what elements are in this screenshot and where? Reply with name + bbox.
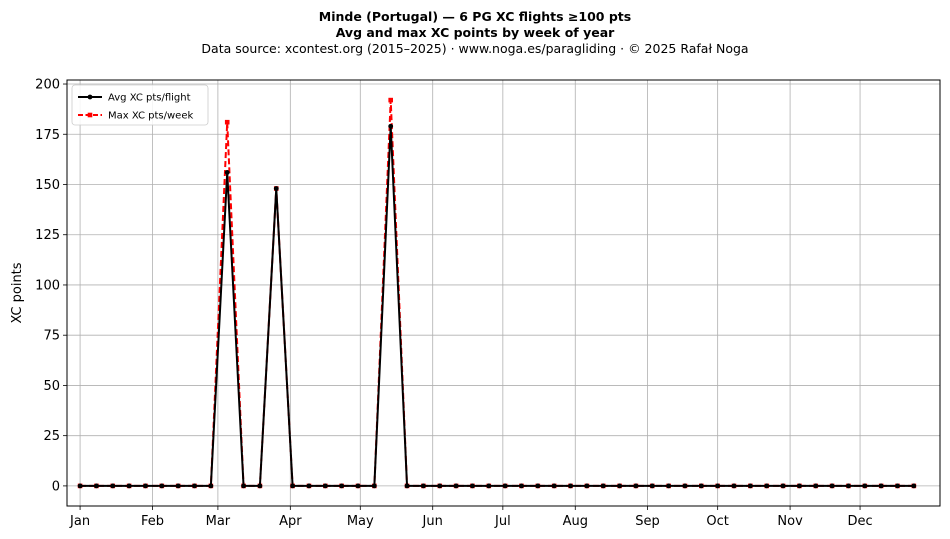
- avg-point: [143, 483, 148, 489]
- avg-point: [273, 186, 279, 191]
- legend-marker: [87, 94, 93, 100]
- legend-label: Max XC pts/week: [108, 111, 193, 122]
- avg-point: [404, 483, 410, 489]
- avg-point: [355, 483, 361, 489]
- avg-point: [241, 483, 246, 489]
- avg-point: [94, 483, 99, 489]
- chart-title-line1: Minde (Portugal) — 6 PG XC flights ≥100 …: [318, 9, 632, 24]
- avg-point: [551, 483, 557, 489]
- chart-title-line2: Avg and max XC points by week of year: [335, 25, 615, 40]
- x-tick-label: Oct: [706, 514, 728, 529]
- avg-point: [453, 483, 459, 489]
- x-tick-label: Aug: [563, 514, 588, 529]
- avg-point: [257, 483, 263, 489]
- y-tick-label: 25: [43, 429, 60, 444]
- y-tick-label: 125: [35, 228, 60, 243]
- series-line-avg: [80, 125, 914, 487]
- y-tick-label: 50: [43, 379, 60, 394]
- avg-point: [797, 483, 802, 489]
- avg-point: [731, 483, 737, 489]
- avg-point: [698, 483, 704, 489]
- avg-point: [486, 483, 492, 489]
- avg-point: [290, 483, 296, 489]
- chart-titles: Minde (Portugal) — 6 PG XC flights ≥100 …: [0, 9, 950, 57]
- plot-frame: [66, 79, 941, 507]
- x-tick-label: Nov: [777, 514, 803, 529]
- avg-point: [862, 483, 868, 489]
- x-tick-label: Sep: [635, 514, 660, 529]
- axis-ticks: 0 25 50 75 100 125 150 175 200 Jan Feb Mar Apr May Jun…: [35, 78, 872, 529]
- avg-point: [519, 483, 524, 489]
- legend: Avg XC pts/flight Max XC pts/week: [71, 84, 209, 126]
- avg-point: [192, 483, 197, 489]
- x-tick-label: Jul: [494, 514, 511, 529]
- y-tick-label: 75: [43, 329, 60, 344]
- y-tick-label: 175: [35, 128, 60, 143]
- legend-marker: [87, 112, 93, 118]
- avg-point: [666, 483, 672, 489]
- avg-point: [77, 483, 83, 489]
- avg-point: [895, 483, 900, 489]
- x-tick-label: May: [347, 514, 374, 529]
- avg-point: [224, 170, 230, 175]
- avg-point: [420, 483, 426, 489]
- avg-point: [747, 483, 753, 489]
- y-tick-label: 150: [35, 178, 60, 193]
- legend-box: [71, 84, 209, 126]
- avg-point: [846, 483, 851, 489]
- avg-point: [502, 483, 508, 489]
- avg-point: [829, 483, 835, 489]
- avg-point: [568, 483, 573, 489]
- avg-point: [322, 483, 328, 489]
- avg-point: [633, 483, 639, 489]
- avg-point: [813, 483, 819, 489]
- y-tick-label: 200: [35, 78, 60, 93]
- x-tick-label: Jun: [422, 514, 443, 529]
- avg-point: [715, 483, 721, 489]
- avg-point: [306, 483, 312, 489]
- x-tick-label: Feb: [141, 514, 164, 529]
- legend-label: Avg XC pts/flight: [108, 93, 191, 104]
- avg-point: [437, 483, 443, 489]
- avg-point: [470, 483, 475, 489]
- avg-point: [682, 483, 688, 489]
- avg-point: [764, 483, 770, 489]
- avg-point: [780, 483, 786, 489]
- y-axis-label: XC points: [10, 262, 25, 323]
- avg-point: [371, 483, 377, 489]
- avg-point: [126, 483, 132, 489]
- avg-point: [911, 483, 917, 489]
- grid: [67, 80, 940, 506]
- avg-point: [159, 483, 165, 489]
- avg-point: [339, 483, 345, 489]
- avg-point: [535, 483, 541, 489]
- y-tick-label: 100: [35, 278, 60, 293]
- max-point: [388, 97, 393, 103]
- x-tick-label: Jan: [69, 514, 90, 529]
- avg-point: [600, 483, 606, 489]
- avg-point: [617, 483, 622, 489]
- x-tick-label: Dec: [847, 514, 872, 529]
- avg-point: [388, 123, 394, 129]
- y-tick-label: 0: [52, 479, 60, 494]
- avg-point: [208, 483, 214, 489]
- avg-point: [649, 483, 655, 489]
- avg-point: [584, 483, 590, 489]
- series-line-max: [80, 99, 914, 487]
- chart-subtitle: Data source: xcontest.org (2015–2025) · …: [201, 41, 749, 56]
- max-point: [224, 119, 230, 125]
- series-group: [77, 97, 917, 489]
- x-tick-label: Mar: [206, 514, 231, 529]
- avg-point: [878, 483, 884, 489]
- avg-point: [110, 483, 116, 489]
- avg-point: [175, 483, 181, 489]
- x-tick-label: Apr: [279, 514, 302, 529]
